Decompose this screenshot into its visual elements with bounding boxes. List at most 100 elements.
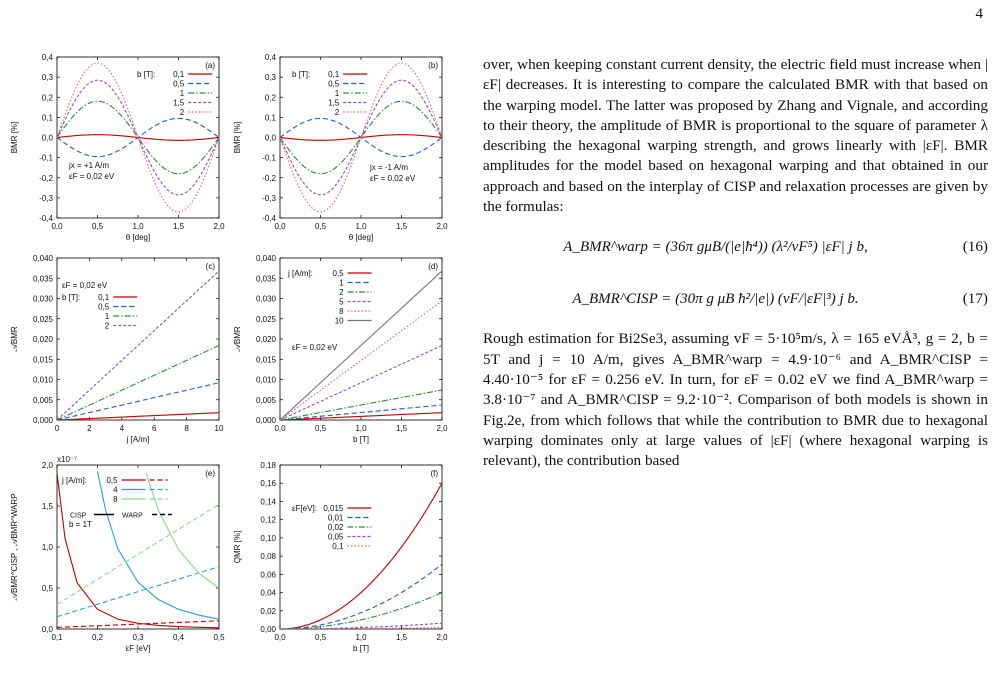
annotation: εF = 0,02 eV: [69, 172, 115, 181]
legend-label: 0,05: [328, 533, 344, 542]
legend-label: 5: [339, 298, 344, 307]
series-group: [280, 482, 442, 629]
y-tick-label: 0,4: [42, 53, 54, 62]
series-line: [280, 592, 442, 629]
y-tick-label: 2,0: [42, 461, 54, 470]
y-tick-label: 0,025: [256, 315, 277, 324]
series-group: [57, 270, 219, 420]
y-tick-label: 0,4: [265, 53, 277, 62]
x-axis-label: εF [eV]: [126, 644, 151, 653]
y-tick-label: 0,18: [260, 461, 276, 470]
legend-label: 1,5: [328, 99, 340, 108]
legend-label: 0,01: [328, 514, 344, 523]
x-axis-label: b [T]: [353, 644, 369, 653]
x-tick-label: 2,0: [436, 424, 448, 433]
y-tick-label: 0,2: [265, 93, 277, 102]
y-tick-label: 0,040: [256, 254, 277, 263]
y-tick-label: 0,02: [260, 607, 276, 616]
y-tick-label: 0,0: [42, 625, 54, 634]
legend-label: 0,5: [106, 476, 118, 485]
series-group: [280, 270, 442, 420]
x-tick-label: 2: [87, 424, 92, 433]
x-tick-label: 0,0: [51, 222, 63, 231]
x-tick-label: 1,0: [355, 222, 367, 231]
x-axis-label: θ [deg]: [126, 233, 150, 242]
x-tick-label: 1,0: [355, 424, 367, 433]
legend-label: 8: [339, 307, 344, 316]
x-tick-label: 2,0: [213, 222, 225, 231]
legend-label: 0,1: [332, 542, 344, 551]
y-tick-label: 0,3: [265, 73, 277, 82]
annotation: εF = 0,02 eV: [370, 174, 416, 183]
y-tick-label: 0,08: [260, 552, 276, 561]
legend-label: 1: [339, 279, 344, 288]
panel-label: (a): [205, 61, 215, 70]
y-axis-label: QMR [%]: [233, 531, 242, 563]
series-line: [57, 270, 219, 420]
series-line: [280, 563, 442, 629]
y-tick-label: 0,010: [33, 376, 54, 385]
equation-17-body: A_BMR^CISP = (30π g μB ħ²/|e|) (vF/|εF|³…: [572, 291, 859, 308]
panel-label: (e): [205, 469, 215, 478]
x-tick-label: 0,5: [315, 222, 327, 231]
y-axis-label: BMR [%]: [10, 122, 19, 154]
annotation: b = 1T: [69, 520, 92, 529]
legend-title: j [A/m]:: [287, 269, 313, 278]
y-tick-label: 1,5: [42, 502, 54, 511]
chart-panel-d: 0,0 0,5 1,0 1,5 2,0 0,000 0,005 0,010 0,015 0,020…: [233, 254, 448, 444]
legend-title: b [T]:: [62, 293, 80, 302]
legend: j [A/m]: 0,548 CISP WARP: [61, 476, 172, 520]
x-axis-label: b [T]: [353, 435, 369, 444]
y-tick-label: -0,3: [39, 194, 53, 203]
y-tick-label: 0,2: [42, 93, 54, 102]
y-tick-label: 0,00: [260, 625, 276, 634]
y-tick-label: 0,005: [33, 396, 54, 405]
y-tick-label: 0,5: [42, 584, 54, 593]
series-group: [280, 62, 442, 213]
legend-label: 1: [180, 89, 185, 98]
x-tick-label: 8: [184, 424, 189, 433]
y-tick-label: -0,4: [39, 214, 53, 223]
plot-frame: [279, 464, 443, 630]
y-tick-label: -0,1: [39, 154, 53, 163]
legend-label: 0,5: [332, 269, 344, 278]
legend-style-warp: WARP: [122, 513, 143, 520]
paragraph-1: over, when keeping constant current dens…: [483, 56, 988, 216]
legend-label: 1,5: [173, 99, 185, 108]
equation-16-body: A_BMR^warp = (36π gμB/(|e|ħ⁴)) (λ²/vF⁵) …: [563, 239, 868, 256]
legend-label: 0,015: [323, 504, 344, 513]
scale-label: x10⁻⁷: [57, 455, 77, 464]
x-tick-label: 10: [215, 424, 224, 433]
y-tick-label: 1,0: [42, 543, 54, 552]
series-line: [57, 62, 219, 213]
series-line: [57, 382, 219, 420]
legend-label: 1: [335, 89, 340, 98]
legend-title: j [A/m]:: [61, 476, 87, 485]
annotation: εF = 0,02 eV: [292, 343, 338, 352]
panel-label: (d): [428, 262, 438, 271]
legend-label: 0,1: [328, 70, 340, 79]
x-tick-label: 1,0: [132, 222, 144, 231]
x-tick-label: 1,5: [396, 424, 408, 433]
y-tick-label: 0,000: [33, 416, 54, 425]
y-tick-label: 0,1: [265, 113, 277, 122]
x-tick-label: 0,3: [132, 633, 144, 642]
x-tick-label: 0,2: [92, 633, 104, 642]
x-tick-label: 4: [120, 424, 125, 433]
series-group: [57, 62, 219, 213]
paragraph-2: Rough estimation for Bi2Se3, assuming vF…: [483, 330, 988, 470]
annotation: εF = 0,02 eV: [62, 281, 108, 290]
series-line: [280, 412, 442, 420]
figure-2: 0,0 0,5 1,0 1,5 2,0 -0,4 -0,3 -0,2 -0,1 0,0 0,1 0,2…: [0, 0, 470, 687]
y-tick-label: 0,015: [33, 355, 54, 364]
series-line: [57, 344, 219, 420]
y-axis-label: 𝒜BMR^CISP , 𝒜BMR^WARP: [10, 493, 19, 600]
x-tick-label: 1,5: [173, 222, 185, 231]
series-line: [57, 79, 219, 196]
y-tick-label: 0,04: [260, 589, 276, 598]
panel-label: (f): [430, 469, 438, 478]
y-tick-label: 0,010: [256, 376, 277, 385]
x-tick-label: 0: [55, 424, 60, 433]
panel-label: (c): [206, 262, 216, 271]
